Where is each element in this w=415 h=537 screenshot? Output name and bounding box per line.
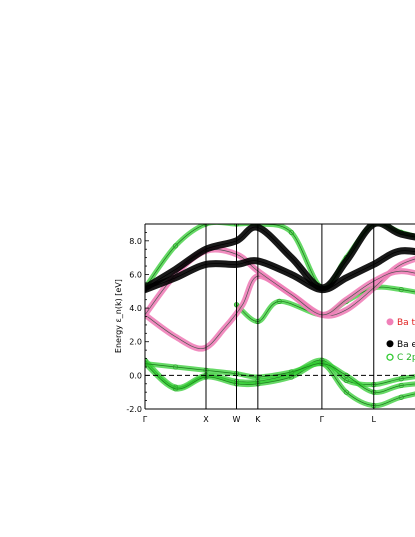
y-tick-label-3: 2.0 [129, 338, 142, 347]
band-point-1-9 [398, 394, 404, 400]
band-point-8-6 [398, 286, 404, 293]
x-tick-label-1: X [203, 415, 209, 424]
y-tick-label-0: 8.0 [129, 237, 142, 246]
band-point-8-2 [276, 298, 282, 304]
band-point-0-9 [398, 376, 404, 382]
legend-label-0: Ba t [397, 318, 415, 328]
x-tick-label-3: K [255, 415, 261, 424]
band-point-1-5 [288, 374, 294, 380]
x-tick-label-5: L [372, 415, 377, 424]
y-tick-label-5: -2.0 [126, 405, 142, 414]
y-tick-label-4: 0.0 [129, 371, 142, 380]
legend-marker-1 [386, 340, 394, 348]
ticks-layer [145, 223, 149, 410]
band-centerline-2 [145, 363, 415, 393]
band-point-2-5 [288, 369, 294, 375]
band-centerline-6 [145, 224, 415, 289]
band-point-2-1 [172, 364, 179, 370]
frame-layer [144, 223, 415, 410]
legend-label-2: C 2p [397, 353, 415, 363]
band-point-1-1 [172, 386, 179, 392]
x-tick-label-2: W [233, 415, 241, 424]
x-tick-label-4: Γ [320, 415, 325, 424]
y-tick-label-1: 6.0 [129, 270, 142, 279]
legend: Ba t Ba e C 2p [386, 318, 415, 363]
band-centerline-5 [145, 250, 415, 290]
band-point-2-9 [398, 382, 404, 389]
bands-layer [145, 224, 415, 409]
band-point-7-5 [288, 229, 294, 236]
y-axis-title: Energy ε_n(k) [eV] [114, 279, 123, 353]
band-point-7-1 [172, 243, 179, 249]
band-centerline-1 [145, 362, 415, 406]
x-tick-label-0: Γ [143, 415, 148, 424]
legend-marker-2 [386, 353, 394, 361]
y-tick-label-2: 4.0 [129, 304, 142, 313]
legend-label-1: Ba e [397, 340, 415, 350]
labels-layer: Γ X W K Γ L 8.0 6.0 4.0 2.0 0.0 -2.0 Energy ε_n(k) [… [114, 237, 377, 424]
legend-marker-0 [386, 318, 394, 326]
band-centerline-7 [145, 224, 415, 289]
band-point-1-7 [343, 389, 349, 395]
